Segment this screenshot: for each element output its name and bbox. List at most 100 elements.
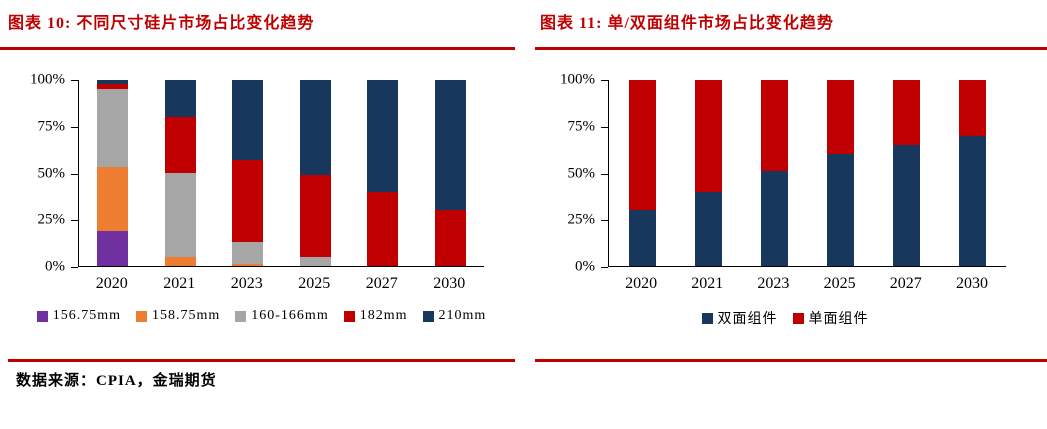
y-axis-label: 50% (37, 165, 66, 181)
bar-segment-158.75mm (164, 256, 196, 266)
plot-area (78, 80, 484, 267)
bar-group-2030 (940, 80, 1006, 266)
bar-segment-160-166mm (299, 256, 331, 266)
y-axis-tick (71, 220, 78, 222)
figure-11-legend: 双面组件 单面组件 (523, 308, 1047, 328)
bar-group-2025 (808, 80, 874, 266)
legend-swatch-icon (235, 310, 247, 322)
bar-segment-双面组件 (827, 154, 855, 266)
bar-segment-160-166mm (164, 173, 196, 257)
y-axis-label: 25% (567, 211, 596, 228)
x-axis-label: 2025 (298, 275, 331, 292)
x-axis-label: 2027 (365, 275, 398, 292)
legend-item-156.75mm: 156.75mm (36, 308, 121, 324)
legend-item-210mm: 210mm (422, 308, 487, 324)
bar-segment-210mm (97, 80, 129, 84)
plot-area (608, 80, 1006, 267)
x-axis-label: 2023 (757, 275, 790, 292)
stacked-bar-2020 (97, 80, 129, 266)
figure-10-title-rule (0, 47, 515, 50)
bar-segment-160-166mm (97, 89, 129, 168)
stacked-bar-2030 (959, 80, 987, 266)
legend-label: 158.75mm (151, 308, 221, 323)
legend-item-158.75mm: 158.75mm (135, 308, 221, 324)
bar-segment-182mm (164, 117, 196, 174)
legend-item-160-166mm: 160-166mm (235, 308, 328, 324)
figure-10-chart: 0% 25% 50% 75% 100% 2020 2021 2023 2025 2027 2030 (0, 72, 523, 292)
legend-item-单面组件: 单面组件 (792, 308, 869, 328)
figure-11: 图表 11: 单/双面组件市场占比变化趋势 0% 25% 50% 75% 100% 202… (523, 0, 1047, 362)
bar-segment-单面组件 (959, 80, 987, 136)
stacked-bar-2025 (827, 80, 855, 266)
x-axis-label: 2025 (823, 275, 856, 292)
bar-segment-158.75mm (97, 167, 129, 231)
bar-segment-182mm (232, 160, 264, 242)
y-axis-tick (71, 267, 78, 268)
bar-segment-210mm (299, 80, 331, 175)
stacked-bar-2021 (164, 80, 196, 266)
bar-segment-单面组件 (893, 80, 921, 146)
bar-segment-182mm (434, 210, 466, 266)
figure-11-bottom-rule (535, 359, 1047, 362)
y-axis: 0% 25% 50% 75% 100% (0, 72, 78, 275)
x-axis: 2020 2021 2023 2025 2027 2030 (608, 275, 1005, 293)
y-axis-label: 100% (560, 71, 595, 88)
y-axis-label: 50% (567, 165, 596, 181)
bar-group-2020 (609, 80, 675, 266)
figure-10-title: 图表 10: 不同尺寸硅片市场占比变化趋势 (8, 15, 315, 32)
x-axis-label: 2030 (955, 275, 988, 292)
legend-label: 双面组件 (717, 312, 778, 327)
bar-segment-182mm (367, 191, 399, 266)
y-axis-tick (71, 126, 78, 128)
y-axis-label: 25% (37, 211, 66, 228)
y-axis-label: 0% (575, 258, 595, 275)
y-axis-tick (601, 220, 608, 222)
y-axis-label: 75% (567, 118, 596, 135)
bar-group-2023 (214, 80, 282, 266)
x-axis-label: 2020 (95, 275, 128, 292)
figure-10-bottom-rule (8, 359, 515, 362)
figure-11-chart: 0% 25% 50% 75% 100% 2020 2021 2023 2025 2027 2030 (523, 72, 1047, 292)
y-axis-tick (601, 173, 608, 175)
stacked-bar-2025 (299, 80, 331, 266)
bar-group-2027 (874, 80, 940, 266)
y-axis-label: 75% (37, 118, 66, 135)
legend-label: 单面组件 (808, 312, 869, 327)
y-axis-label: 0% (45, 258, 65, 275)
bar-segment-单面组件 (827, 80, 855, 155)
bar-group-2020 (79, 80, 147, 266)
legend-label: 182mm (359, 308, 408, 323)
bar-segment-单面组件 (628, 80, 656, 211)
bar-segment-182mm (299, 174, 331, 257)
y-axis: 0% 25% 50% 75% 100% (523, 72, 608, 275)
stacked-bar-2027 (367, 80, 399, 266)
stacked-bar-2021 (694, 80, 722, 266)
bar-segment-210mm (434, 80, 466, 211)
x-axis: 2020 2021 2023 2025 2027 2030 (78, 275, 483, 293)
bar-segment-双面组件 (628, 210, 656, 266)
bar-segment-双面组件 (760, 171, 788, 266)
x-axis-label: 2020 (625, 275, 658, 292)
y-axis-tick (601, 267, 608, 268)
y-axis-tick (71, 80, 78, 81)
legend-item-双面组件: 双面组件 (701, 308, 778, 328)
legend-swatch-icon (36, 310, 48, 322)
x-axis-label: 2027 (889, 275, 922, 292)
x-axis-label: 2021 (691, 275, 724, 292)
bar-segment-单面组件 (760, 80, 788, 172)
legend-swatch-icon (135, 310, 147, 322)
bar-segment-182mm (97, 83, 129, 90)
bar-segment-单面组件 (694, 80, 722, 192)
stacked-bar-2023 (760, 80, 788, 266)
x-axis-label: 2023 (230, 275, 263, 292)
y-axis-tick (71, 173, 78, 175)
legend-swatch-icon (792, 312, 804, 324)
y-axis-tick (601, 126, 608, 128)
stacked-bar-2027 (893, 80, 921, 266)
source-note: 数据来源：CPIA，金瑞期货 (16, 373, 217, 389)
bar-segment-双面组件 (959, 135, 987, 266)
legend-swatch-icon (701, 312, 713, 324)
legend-swatch-icon (343, 310, 355, 322)
legend-label: 156.75mm (52, 308, 121, 323)
